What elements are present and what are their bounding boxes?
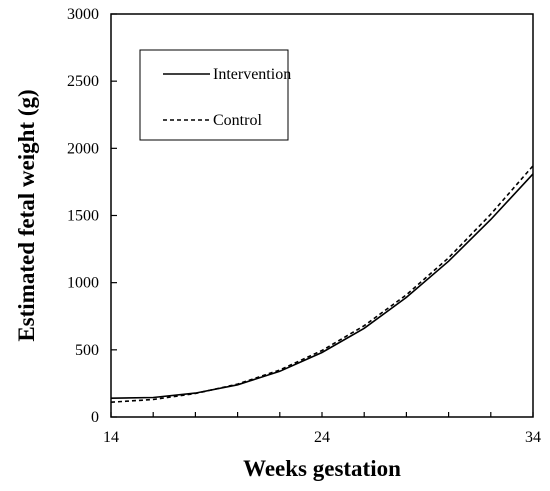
y-tick-label: 500 xyxy=(75,342,99,359)
legend-label: Control xyxy=(213,112,262,129)
y-tick-label: 3000 xyxy=(67,6,99,23)
x-tick-label: 34 xyxy=(525,429,541,446)
y-tick-label: 2000 xyxy=(67,140,99,157)
y-axis-title: Estimated fetal weight (g) xyxy=(14,89,39,341)
ticks: 0 500 1000 1500 2000 2500 3000 14 24 34 xyxy=(67,6,541,446)
x-axis-title: Weeks gestation xyxy=(243,456,401,481)
legend-box xyxy=(139,49,289,141)
x-tick-label: 24 xyxy=(314,429,330,446)
series-line-intervention xyxy=(110,173,534,399)
series-layer xyxy=(110,165,534,403)
x-tick-label: 14 xyxy=(103,429,119,446)
y-tick-label: 1000 xyxy=(67,275,99,292)
y-tick-label: 1500 xyxy=(67,208,99,225)
series-line-control xyxy=(110,165,534,403)
y-tick-label: 2500 xyxy=(67,73,99,90)
y-tick-label: 0 xyxy=(91,409,99,426)
legend-label: Intervention xyxy=(213,66,291,83)
legend: Intervention Control xyxy=(139,49,291,141)
